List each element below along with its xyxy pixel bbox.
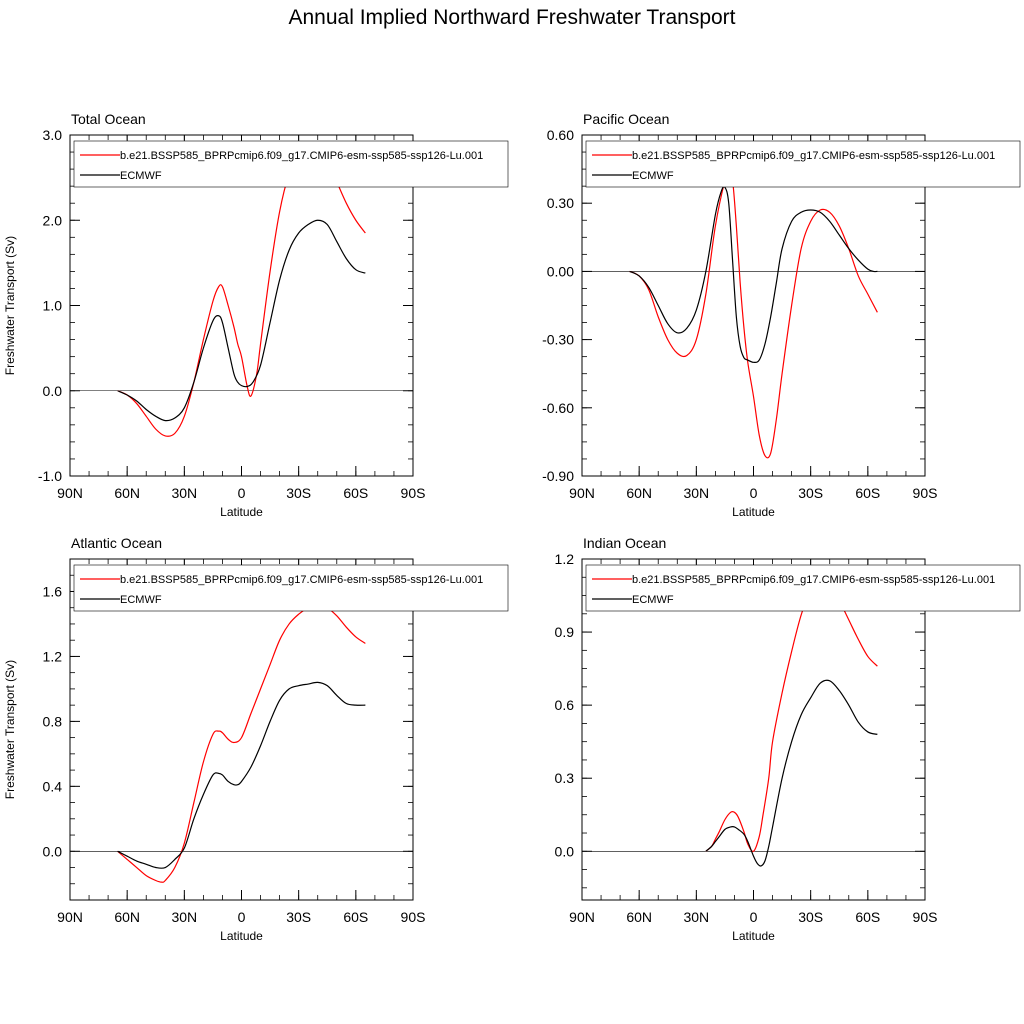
legend-box	[73, 564, 509, 612]
y-tick-label: 0.0	[43, 383, 63, 399]
x-axis-label: Latitude	[732, 505, 775, 519]
x-tick-label: 60N	[114, 909, 140, 925]
panel-title: Total Ocean	[71, 111, 146, 127]
figure-title: Annual Implied Northward Freshwater Tran…	[288, 6, 736, 29]
panel-indian-ocean: Indian Ocean 0.0 0.3 0.6 0.9 1.2 90N 60N 30N 0 30S…	[555, 535, 1021, 943]
x-tick-label: 30N	[683, 485, 709, 501]
legend-box	[585, 564, 1021, 612]
x-tick-label: 90N	[57, 485, 83, 501]
x-tick-label: 30S	[798, 909, 823, 925]
x-tick-label: 30S	[798, 485, 823, 501]
y-tick-label: 0.4	[43, 778, 63, 794]
y-tick-label: 0.3	[555, 770, 575, 786]
x-tick-label: 30N	[683, 909, 709, 925]
x-tick-label: 60S	[855, 909, 880, 925]
y-tick-label: -0.90	[542, 468, 574, 484]
y-tick-label: 0.30	[547, 195, 574, 211]
x-tick-label: 60N	[114, 485, 140, 501]
x-axis-label: Latitude	[220, 929, 263, 943]
y-tick-label: 1.0	[43, 298, 63, 314]
panel-total-ocean: Total Ocean -1.0 0.0 1.0 2.0 3.0 90N 60N 30N 0 30S…	[3, 111, 509, 519]
x-tick-label: 90S	[913, 909, 938, 925]
x-tick-label: 60N	[626, 485, 652, 501]
series-line-model	[629, 172, 878, 459]
x-tick-label: 60N	[626, 909, 652, 925]
series-line-ecmwf	[705, 679, 878, 867]
y-tick-label: 1.6	[43, 583, 63, 599]
y-tick-label: 0.8	[43, 713, 63, 729]
series-line-model	[705, 579, 878, 853]
series-line-model	[117, 603, 366, 883]
x-tick-label: 90N	[569, 485, 595, 501]
panel-title: Pacific Ocean	[583, 111, 669, 127]
x-tick-label: 0	[750, 909, 758, 925]
legend-entry: ECMWF	[120, 594, 162, 606]
x-tick-label: 90N	[569, 909, 595, 925]
y-tick-label: -0.60	[542, 400, 574, 416]
y-tick-label: -1.0	[38, 468, 62, 484]
y-tick-label: 0.0	[43, 843, 63, 859]
legend-entry: ECMWF	[632, 170, 674, 182]
x-tick-label: 90S	[401, 485, 426, 501]
y-tick-label: -0.30	[542, 332, 574, 348]
y-tick-label: 0.0	[555, 843, 575, 859]
y-tick-label: 3.0	[43, 127, 63, 143]
y-axis-label: Freshwater Transport (Sv)	[3, 236, 17, 375]
legend-entry: ECMWF	[632, 594, 674, 606]
x-tick-label: 0	[750, 485, 758, 501]
series-line-model	[117, 142, 366, 437]
series-line-ecmwf	[117, 681, 366, 869]
legend-entry: b.e21.BSSP585_BPRPcmip6.f09_g17.CMIP6-es…	[120, 574, 483, 586]
series-line-ecmwf	[629, 185, 878, 364]
y-tick-label: 1.2	[43, 648, 63, 664]
x-tick-label: 60S	[855, 485, 880, 501]
series-line-ecmwf	[117, 219, 366, 422]
panel-title: Indian Ocean	[583, 535, 666, 551]
panel-atlantic-ocean: Atlantic Ocean 0.0 0.4 0.8 1.2 1.6 90N 60N 30N 0 3…	[3, 535, 509, 943]
y-axis-label: Freshwater Transport (Sv)	[3, 660, 17, 799]
x-tick-label: 90N	[57, 909, 83, 925]
x-tick-label: 30N	[171, 909, 197, 925]
legend-entry: ECMWF	[120, 170, 162, 182]
y-tick-label: 2.0	[43, 212, 63, 228]
x-axis-label: Latitude	[732, 929, 775, 943]
y-tick-label: 0.9	[555, 624, 575, 640]
x-tick-label: 0	[238, 485, 246, 501]
x-tick-label: 30N	[171, 485, 197, 501]
x-tick-label: 30S	[286, 485, 311, 501]
x-tick-label: 0	[238, 909, 246, 925]
x-tick-label: 60S	[343, 485, 368, 501]
y-tick-label: 0.60	[547, 127, 574, 143]
x-tick-label: 60S	[343, 909, 368, 925]
y-tick-label: 0.00	[547, 263, 574, 279]
y-tick-label: 1.2	[555, 551, 575, 567]
x-tick-label: 30S	[286, 909, 311, 925]
legend-box	[73, 140, 509, 188]
y-tick-label: 0.6	[555, 697, 575, 713]
legend-box	[585, 140, 1021, 188]
x-axis-label: Latitude	[220, 505, 263, 519]
panel-pacific-ocean: Pacific Ocean -0.90 -0.60 -0.30 0.00 0.30 0.60…	[542, 111, 1021, 519]
x-tick-label: 90S	[401, 909, 426, 925]
legend-entry: b.e21.BSSP585_BPRPcmip6.f09_g17.CMIP6-es…	[632, 574, 995, 586]
legend-entry: b.e21.BSSP585_BPRPcmip6.f09_g17.CMIP6-es…	[120, 150, 483, 162]
panel-title: Atlantic Ocean	[71, 535, 162, 551]
legend-entry: b.e21.BSSP585_BPRPcmip6.f09_g17.CMIP6-es…	[632, 150, 995, 162]
x-tick-label: 90S	[913, 485, 938, 501]
